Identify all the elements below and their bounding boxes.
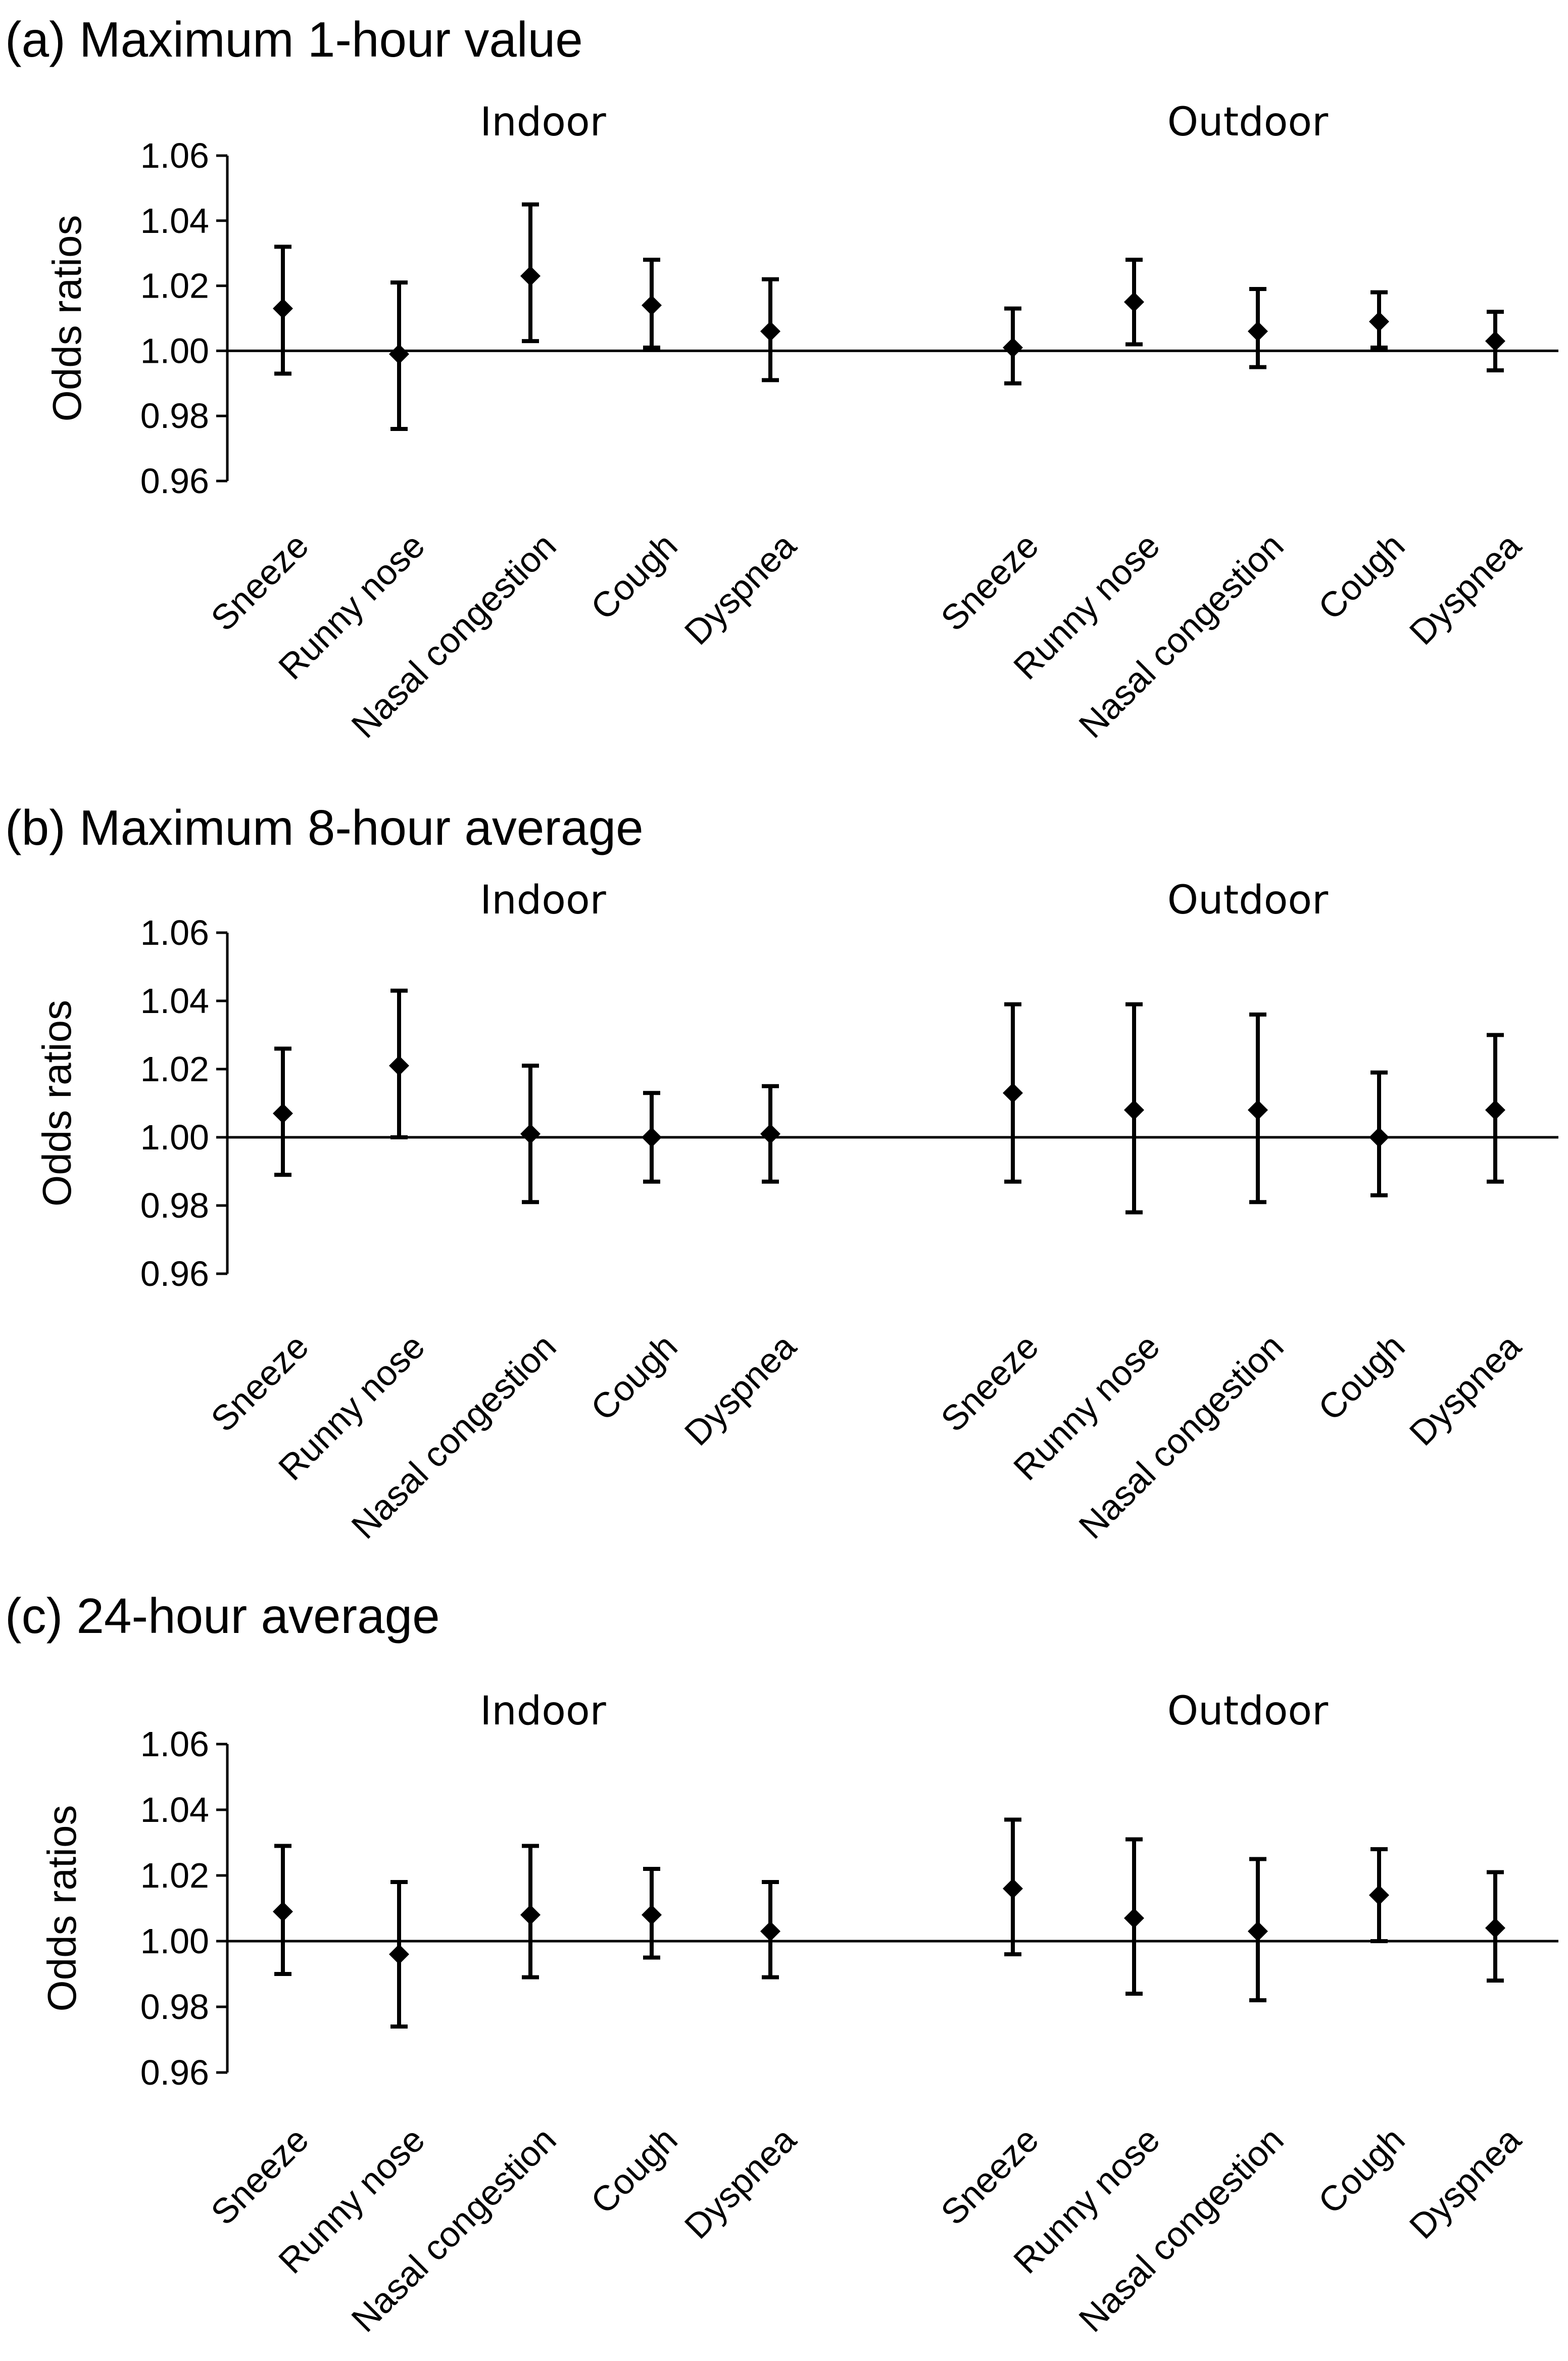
data-point-cough — [642, 295, 662, 316]
category-label-sneeze: Sneeze — [204, 525, 316, 638]
chart-title: (c) 24-hour average — [5, 1588, 440, 1644]
y-tick-label: 0.98 — [140, 396, 209, 436]
group-label-indoor: Indoor — [480, 100, 606, 145]
data-point-nasal-congestion — [520, 1905, 541, 1925]
y-tick-label: 1.06 — [140, 1724, 209, 1764]
y-axis-label: Odds ratios — [39, 1805, 84, 2011]
chart-panel-3: (c) 24-hour average Odds ratios 0.96 0.98 1.… — [5, 1588, 1558, 2339]
category-label-dyspnea: Dyspnea — [677, 2119, 804, 2246]
data-point-cough — [1369, 1885, 1389, 1905]
category-label-cough: Cough — [1311, 525, 1412, 627]
y-tick-label: 0.98 — [140, 1186, 209, 1225]
y-tick-label: 1.02 — [140, 1049, 209, 1089]
group-label-outdoor: Outdoor — [1167, 878, 1329, 923]
data-point-runny-nose — [389, 1944, 409, 1964]
chart-title: (a) Maximum 1-hour value — [5, 12, 583, 67]
group-label-indoor: Indoor — [480, 1689, 606, 1734]
category-label-dyspnea: Dyspnea — [1402, 1326, 1529, 1453]
data-point-cough — [1369, 1127, 1389, 1147]
data-point-nasal-congestion — [520, 1124, 541, 1144]
data-point-dyspnea — [760, 1921, 780, 1942]
chart-title: (b) Maximum 8-hour average — [5, 800, 644, 855]
data-point-sneeze — [1003, 1083, 1023, 1103]
category-label-nasal-congestion: Nasal congestion — [1071, 525, 1291, 745]
data-point-dyspnea — [1485, 1100, 1505, 1120]
category-label-dyspnea: Dyspnea — [1402, 525, 1529, 652]
category-label-cough: Cough — [1311, 2119, 1412, 2221]
data-point-dyspnea — [760, 321, 780, 342]
data-point-sneeze — [1003, 337, 1023, 358]
data-point-runny-nose — [1124, 1100, 1144, 1120]
y-tick-label: 1.00 — [140, 331, 209, 370]
y-axis-label: Odds ratios — [34, 1000, 79, 1207]
category-label-dyspnea: Dyspnea — [1402, 2119, 1529, 2246]
chart-panel-1: (a) Maximum 1-hour value Odds ratios 0.96 0… — [5, 12, 1558, 745]
data-point-nasal-congestion — [1248, 1921, 1268, 1942]
category-label-sneeze: Sneeze — [204, 2119, 316, 2232]
data-point-dyspnea — [760, 1124, 780, 1144]
data-point-cough — [642, 1905, 662, 1925]
y-tick-label: 1.00 — [140, 1118, 209, 1157]
category-label-dyspnea: Dyspnea — [677, 1326, 804, 1453]
category-label-cough: Cough — [583, 1326, 685, 1428]
category-label-sneeze: Sneeze — [934, 525, 1046, 638]
y-tick-label: 0.96 — [140, 2053, 209, 2092]
data-point-runny-nose — [389, 1055, 409, 1076]
y-tick-label: 0.96 — [140, 1254, 209, 1293]
group-label-outdoor: Outdoor — [1167, 1689, 1329, 1734]
data-point-runny-nose — [1124, 292, 1144, 312]
data-point-cough — [642, 1127, 662, 1147]
category-label-sneeze: Sneeze — [934, 2119, 1046, 2232]
category-label-cough: Cough — [583, 525, 685, 627]
data-point-nasal-congestion — [1248, 1100, 1268, 1120]
data-point-sneeze — [273, 298, 293, 319]
data-point-nasal-congestion — [1248, 321, 1268, 342]
y-tick-label: 1.00 — [140, 1921, 209, 1961]
data-point-cough — [1369, 311, 1389, 332]
data-point-dyspnea — [1485, 1918, 1505, 1938]
y-tick-label: 1.04 — [140, 201, 209, 240]
category-label-dyspnea: Dyspnea — [677, 525, 804, 652]
data-point-dyspnea — [1485, 331, 1505, 352]
data-point-runny-nose — [389, 344, 409, 364]
data-point-sneeze — [273, 1901, 293, 1922]
chart-panel-2: (b) Maximum 8-hour average Odds ratios 0.9… — [5, 800, 1558, 1546]
y-tick-label: 1.02 — [140, 1856, 209, 1895]
category-label-sneeze: Sneeze — [934, 1326, 1046, 1439]
category-label-cough: Cough — [1311, 1326, 1412, 1428]
category-label-nasal-congestion: Nasal congestion — [1071, 1326, 1291, 1546]
category-label-cough: Cough — [583, 2119, 685, 2221]
data-point-sneeze — [273, 1103, 293, 1124]
y-tick-label: 1.06 — [140, 913, 209, 952]
y-tick-label: 0.98 — [140, 1987, 209, 2027]
category-label-sneeze: Sneeze — [204, 1326, 316, 1439]
category-label-nasal-congestion: Nasal congestion — [1071, 2119, 1291, 2339]
y-tick-label: 1.04 — [140, 981, 209, 1021]
data-point-sneeze — [1003, 1878, 1023, 1899]
data-point-nasal-congestion — [520, 266, 541, 286]
group-label-indoor: Indoor — [480, 878, 606, 923]
y-axis-label: Odds ratios — [44, 215, 89, 421]
y-tick-label: 1.02 — [140, 266, 209, 306]
data-point-runny-nose — [1124, 1908, 1144, 1929]
y-tick-label: 0.96 — [140, 461, 209, 501]
y-tick-label: 1.06 — [140, 136, 209, 175]
y-tick-label: 1.04 — [140, 1790, 209, 1829]
group-label-outdoor: Outdoor — [1167, 100, 1329, 145]
